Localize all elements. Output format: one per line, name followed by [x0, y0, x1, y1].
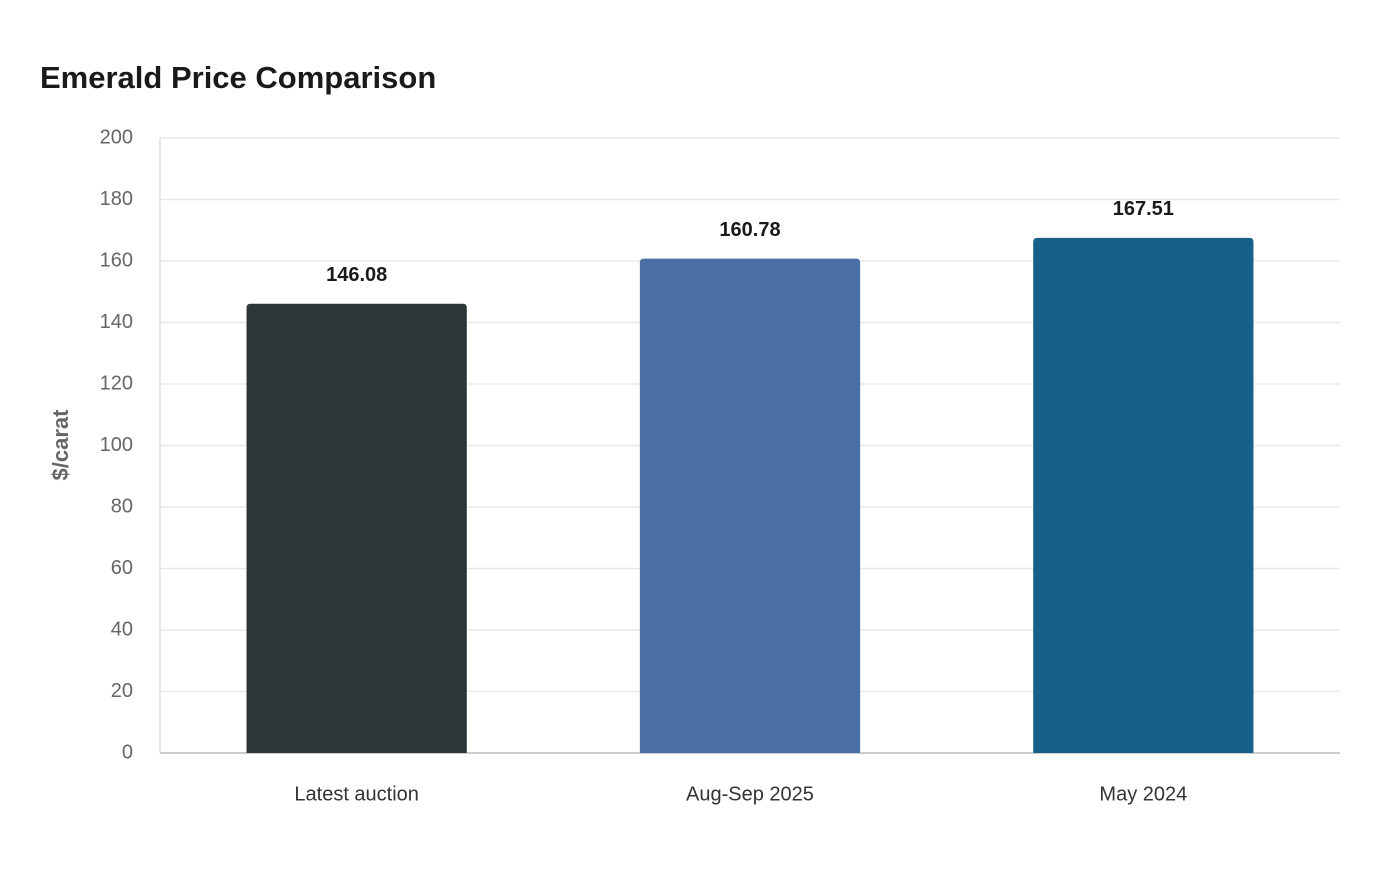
x-tick-label: Aug-Sep 2025: [686, 783, 814, 805]
bar: [1033, 237, 1254, 754]
y-tick-label: 120: [100, 372, 133, 394]
value-label: 160.78: [719, 219, 780, 241]
y-tick-label: 160: [100, 249, 133, 271]
y-tick-label: 80: [111, 495, 133, 517]
y-tick-label: 60: [111, 557, 133, 579]
y-tick-label: 140: [100, 311, 133, 333]
bar: [639, 258, 861, 753]
bar: [246, 303, 467, 753]
y-tick-label: 100: [100, 434, 133, 456]
value-label: 167.51: [1113, 198, 1174, 220]
y-axis-label: $/carat: [48, 409, 73, 481]
x-tick-label: Latest auction: [294, 783, 419, 805]
value-label: 146.08: [326, 264, 387, 286]
y-tick-label: 40: [111, 618, 133, 640]
chart-title: Emerald Price Comparison: [40, 60, 436, 95]
y-tick-label: 180: [100, 188, 133, 210]
x-tick-label: May 2024: [1099, 783, 1187, 805]
y-tick-label: 200: [100, 126, 133, 148]
y-tick-label: 0: [122, 741, 133, 763]
y-tick-label: 20: [111, 680, 133, 702]
